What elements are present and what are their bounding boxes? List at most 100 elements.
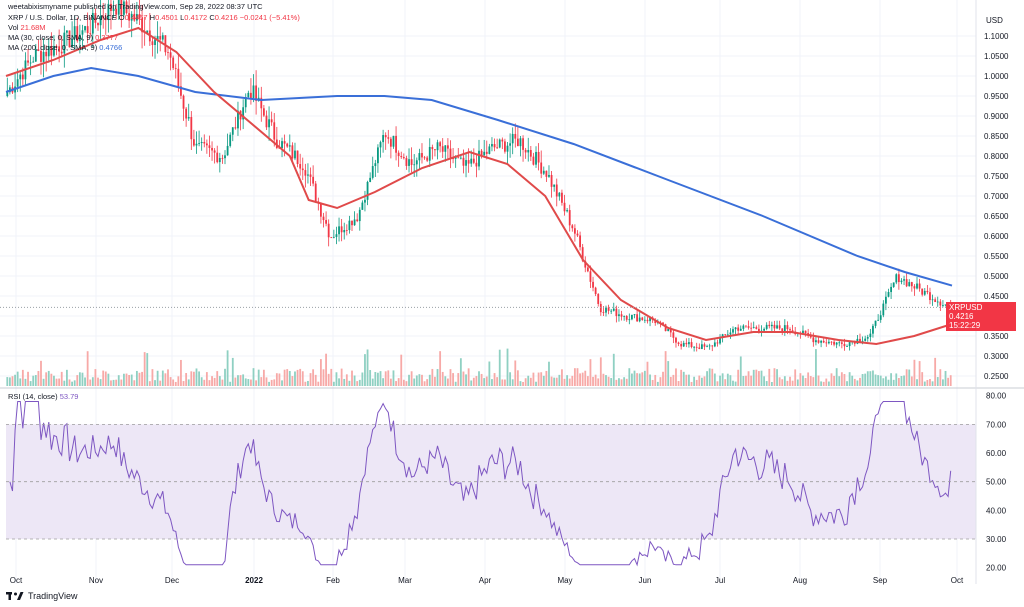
candle-body[interactable] (783, 325, 786, 332)
candle-body[interactable] (192, 139, 195, 146)
candle-body[interactable] (698, 347, 701, 349)
candle-body[interactable] (208, 145, 211, 148)
candle-body[interactable] (410, 159, 413, 165)
candle-body[interactable] (605, 307, 607, 313)
candlesticks[interactable] (6, 0, 952, 352)
candle-body[interactable] (910, 282, 913, 287)
candle-body[interactable] (91, 12, 94, 34)
candle-body[interactable] (688, 342, 690, 345)
candle-body[interactable] (309, 174, 312, 177)
candle-body[interactable] (53, 45, 55, 56)
candle-body[interactable] (71, 38, 73, 48)
candle-body[interactable] (872, 325, 874, 334)
candle-body[interactable] (288, 145, 291, 147)
candle-body[interactable] (76, 26, 79, 42)
candle-body[interactable] (340, 226, 343, 233)
candle-body[interactable] (763, 328, 766, 331)
candle-body[interactable] (58, 46, 61, 52)
candle-body[interactable] (125, 1, 128, 14)
candle-body[interactable] (112, 8, 115, 12)
candle-body[interactable] (641, 317, 644, 320)
candle-body[interactable] (690, 342, 693, 348)
candle-body[interactable] (291, 145, 294, 159)
candle-body[interactable] (151, 41, 154, 45)
candle-body[interactable] (480, 150, 483, 156)
candle-body[interactable] (900, 280, 903, 283)
candle-body[interactable] (395, 135, 397, 153)
candle-body[interactable] (338, 226, 340, 235)
candle-body[interactable] (117, 0, 120, 15)
candle-body[interactable] (322, 216, 325, 221)
candle-body[interactable] (255, 85, 258, 101)
candle-body[interactable] (356, 219, 359, 222)
candle-body[interactable] (402, 157, 405, 159)
candle-body[interactable] (561, 192, 563, 203)
candle-body[interactable] (174, 68, 177, 69)
candle-body[interactable] (820, 340, 823, 343)
candle-body[interactable] (646, 319, 649, 322)
candle-body[interactable] (706, 345, 708, 347)
candle-body[interactable] (939, 301, 942, 306)
candle-body[interactable] (822, 340, 825, 343)
candle-body[interactable] (50, 45, 53, 56)
footer-brand[interactable]: TradingView (6, 591, 78, 601)
candle-body[interactable] (273, 122, 276, 140)
candle-body[interactable] (335, 234, 338, 237)
candle-body[interactable] (332, 236, 335, 238)
candle-body[interactable] (459, 157, 462, 159)
candle-body[interactable] (262, 108, 265, 116)
candle-body[interactable] (242, 107, 245, 120)
candle-body[interactable] (825, 342, 828, 344)
candle-body[interactable] (568, 210, 571, 226)
candle-body[interactable] (37, 49, 40, 51)
candle-body[interactable] (636, 314, 639, 322)
candle-body[interactable] (436, 142, 439, 151)
candle-body[interactable] (78, 34, 81, 42)
candle-body[interactable] (524, 149, 527, 153)
candle-body[interactable] (265, 115, 268, 128)
candle-body[interactable] (68, 30, 71, 48)
candle-body[interactable] (586, 267, 589, 272)
candle-body[interactable] (146, 30, 149, 33)
candle-body[interactable] (172, 57, 175, 69)
candle-body[interactable] (107, 3, 110, 21)
candle-body[interactable] (713, 342, 716, 347)
candle-body[interactable] (154, 39, 156, 45)
candle-body[interactable] (97, 22, 99, 26)
candle-body[interactable] (755, 327, 758, 329)
candle-body[interactable] (34, 49, 37, 62)
candle-body[interactable] (511, 133, 514, 144)
candle-body[interactable] (944, 304, 947, 306)
candle-body[interactable] (758, 328, 760, 332)
candle-body[interactable] (830, 341, 833, 343)
candle-body[interactable] (299, 164, 302, 169)
candle-body[interactable] (369, 177, 372, 182)
candle-body[interactable] (392, 135, 395, 147)
candle-body[interactable] (739, 328, 742, 331)
candle-body[interactable] (597, 294, 600, 304)
candle-body[interactable] (382, 135, 385, 143)
candle-body[interactable] (584, 260, 587, 268)
candle-body[interactable] (102, 15, 105, 19)
candle-body[interactable] (63, 32, 66, 54)
candle-body[interactable] (187, 117, 190, 119)
candle-body[interactable] (110, 3, 112, 12)
candle-body[interactable] (571, 225, 574, 229)
candle-body[interactable] (695, 346, 698, 348)
candle-body[interactable] (29, 62, 32, 64)
candle-body[interactable] (441, 146, 444, 152)
candle-body[interactable] (934, 299, 937, 302)
candle-body[interactable] (721, 334, 724, 338)
candle-body[interactable] (444, 145, 447, 152)
candle-body[interactable] (387, 137, 390, 139)
candle-body[interactable] (693, 346, 696, 348)
candle-body[interactable] (929, 292, 931, 301)
candle-body[interactable] (579, 235, 581, 248)
candle-body[interactable] (923, 290, 926, 295)
candle-body[interactable] (724, 334, 727, 336)
candle-body[interactable] (475, 162, 478, 167)
candle-body[interactable] (527, 149, 530, 153)
candle-body[interactable] (358, 209, 361, 222)
candle-body[interactable] (115, 8, 118, 15)
